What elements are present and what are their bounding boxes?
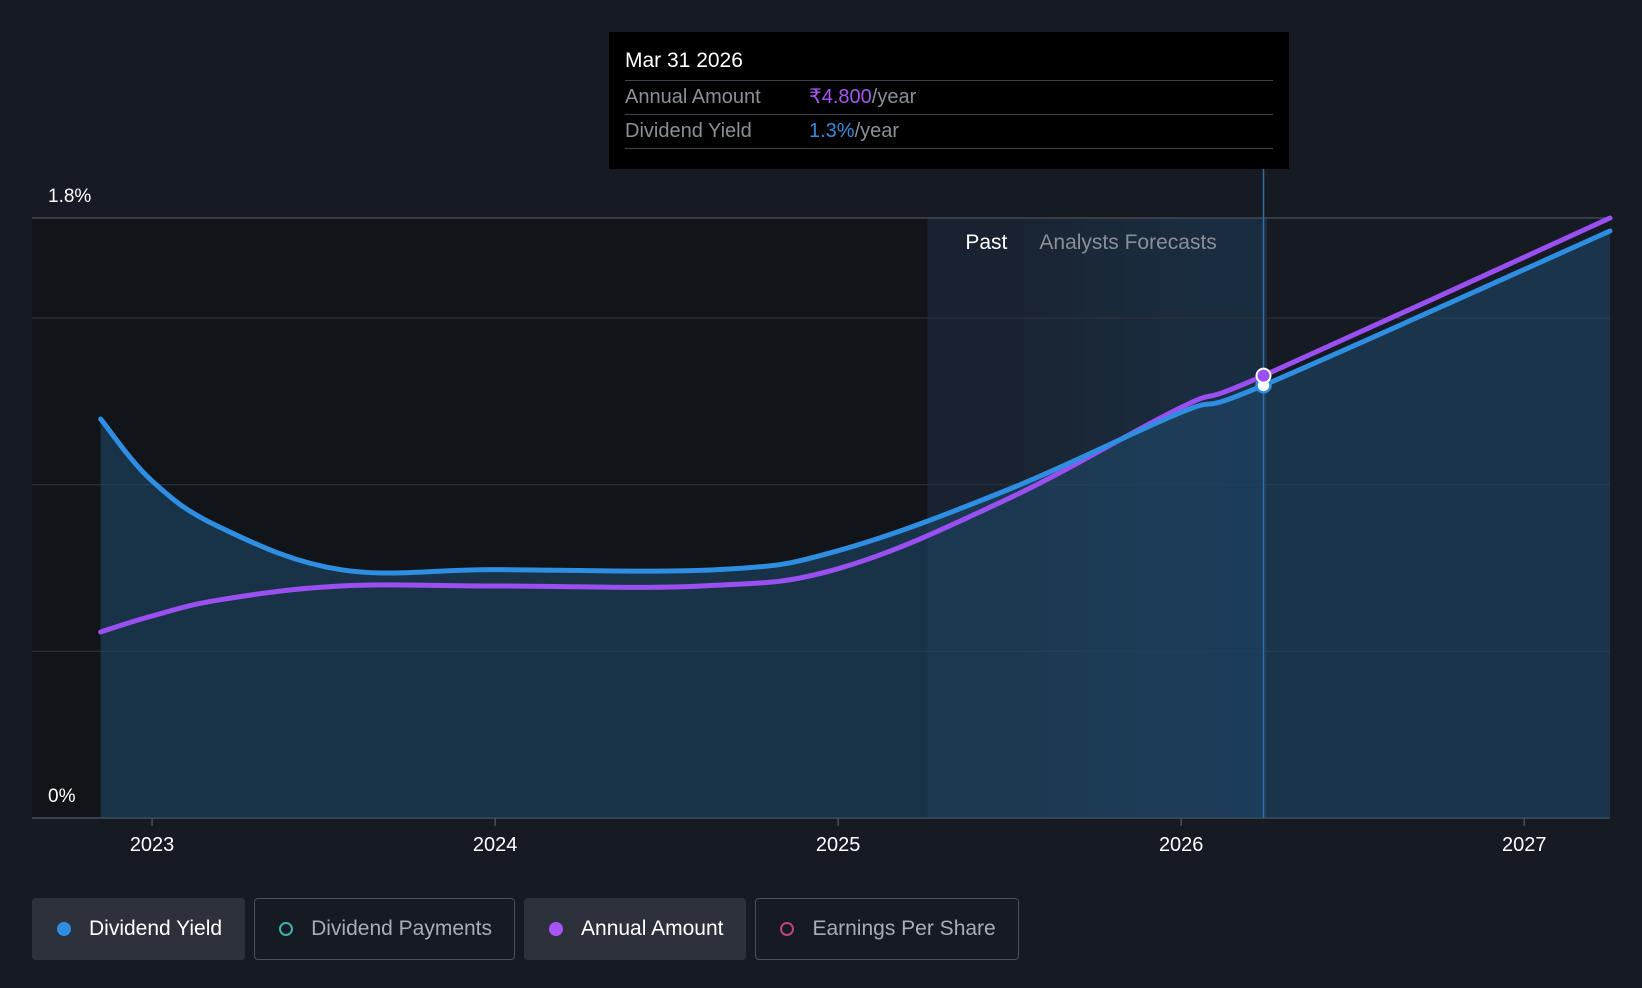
hollow-dot-icon — [279, 922, 294, 936]
y-tick-label-top: 1.8% — [48, 186, 91, 207]
tooltip-row-dividend-yield: Dividend Yield 1.3% /year — [625, 114, 1273, 149]
hollow-dot-icon — [780, 922, 795, 936]
tooltip-value: 1.3% — [809, 120, 855, 142]
forecast-label: Analysts Forecasts — [1039, 231, 1216, 254]
filled-dot-icon — [549, 922, 564, 936]
legend-dividend-payments[interactable]: Dividend Payments — [254, 898, 516, 960]
tooltip-suffix: /year — [871, 86, 917, 108]
tooltip: Mar 31 2026 Annual Amount ₹4.800 /year D… — [609, 32, 1289, 169]
y-tick-label-bottom: 0% — [48, 786, 76, 807]
x-axis: 2023 2024 2025 2026 2027 — [130, 818, 1547, 856]
tooltip-suffix: /year — [854, 120, 900, 142]
dividend-yield-area — [100, 231, 1611, 818]
legend-label: Dividend Yield — [89, 917, 223, 940]
past-label: Past — [965, 231, 1007, 254]
dividend-yield-line — [98, 228, 1613, 576]
annual-amount-line — [98, 215, 1613, 635]
legend-earnings-per-share[interactable]: Earnings Per Share — [755, 898, 1019, 960]
legend: Dividend Yield Dividend Payments Annual … — [32, 898, 1028, 960]
legend-label: Earnings Per Share — [812, 917, 996, 940]
tooltip-date: Mar 31 2026 — [625, 49, 743, 72]
tooltip-label: Annual Amount — [625, 86, 761, 108]
legend-label: Dividend Payments — [311, 917, 493, 940]
x-tick-label: 2024 — [473, 834, 518, 856]
legend-annual-amount[interactable]: Annual Amount — [524, 898, 747, 960]
x-tick-label: 2026 — [1159, 834, 1204, 856]
x-tick-label: 2027 — [1502, 834, 1547, 856]
legend-dividend-yield[interactable]: Dividend Yield — [32, 898, 246, 960]
annual-amount-marker — [1255, 367, 1272, 384]
tooltip-markers — [1255, 367, 1272, 394]
filled-dot-icon — [57, 922, 71, 936]
tooltip-row-annual-amount: Annual Amount ₹4.800 /year — [625, 80, 1273, 114]
tooltip-value: ₹4.800 — [809, 86, 872, 108]
x-tick-label: 2023 — [130, 834, 175, 856]
tooltip-label: Dividend Yield — [625, 120, 752, 142]
x-tick-label: 2025 — [816, 834, 861, 856]
legend-label: Annual Amount — [581, 917, 724, 940]
